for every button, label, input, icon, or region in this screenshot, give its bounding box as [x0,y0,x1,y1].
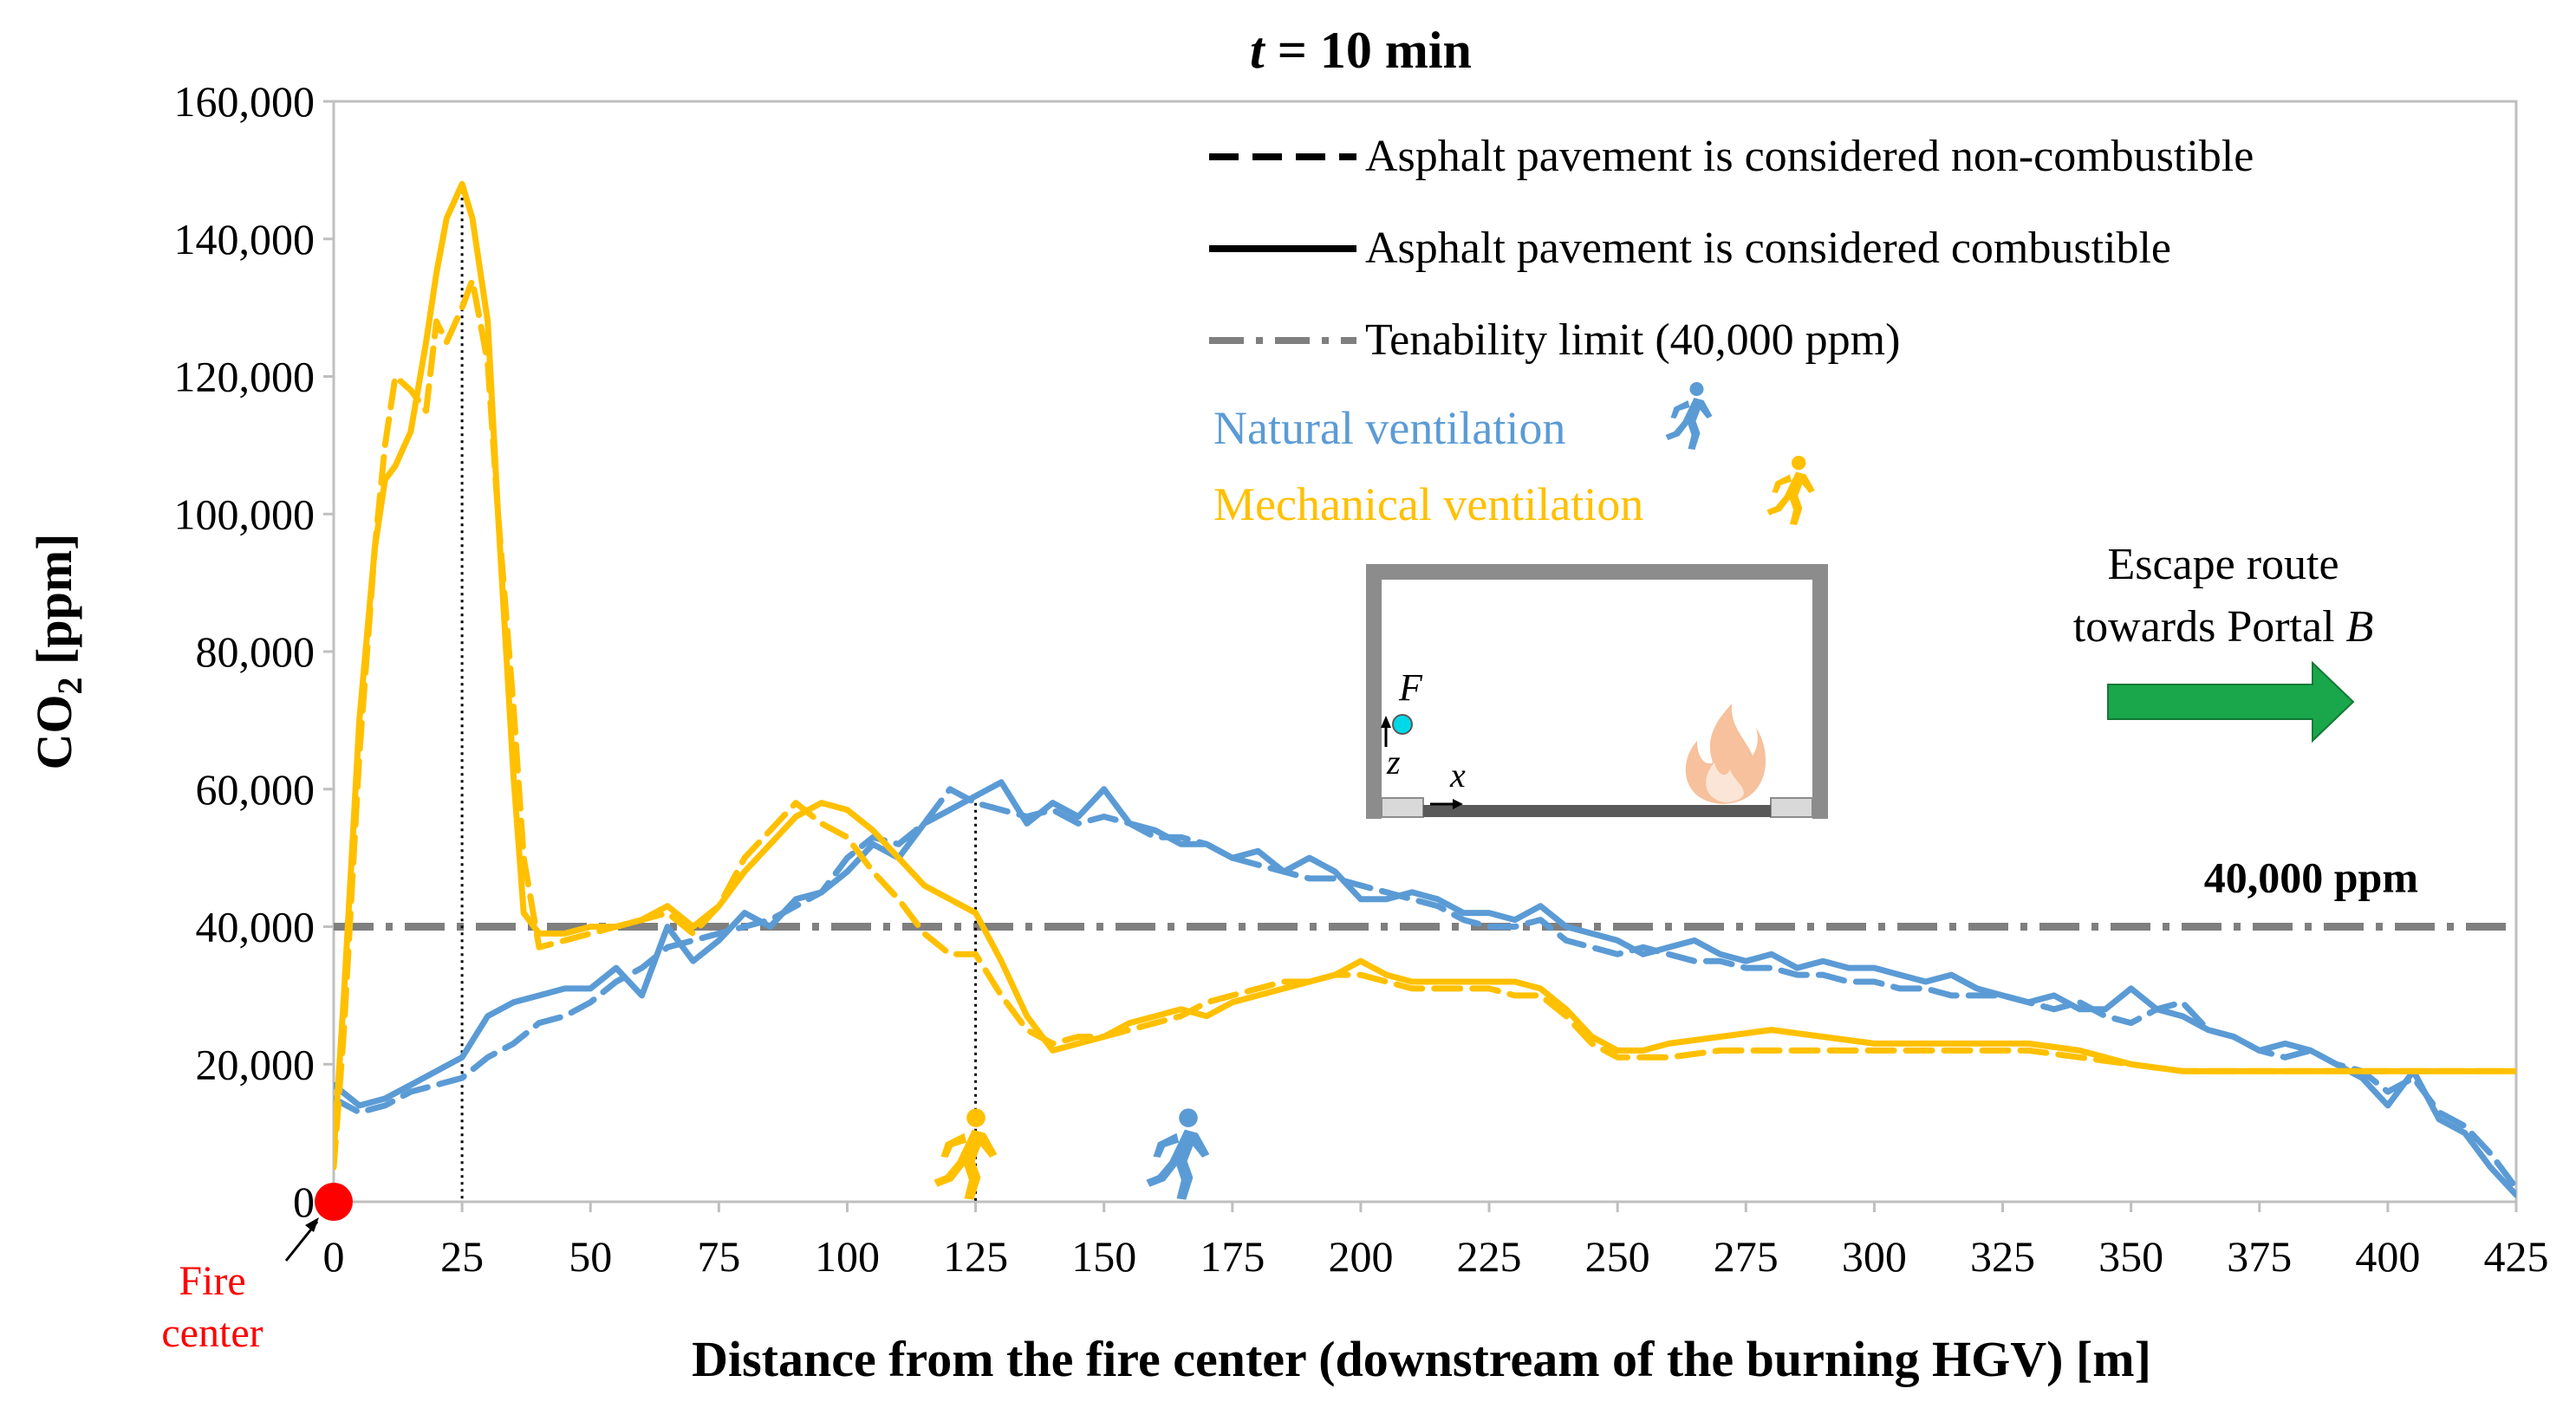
x-tick-label: 100 [815,1232,880,1281]
measurement-point-marker [1392,714,1413,735]
z-axis-arrow-head [1381,716,1391,728]
fire-center-marker: Fire center [161,1183,353,1356]
x-tick-label: 150 [1071,1232,1136,1281]
legend-mechanical-label: Mechanical ventilation [1213,478,1643,530]
y-tick-label: 80,000 [196,627,315,676]
fire-center-pointer-head [305,1217,319,1232]
x-tick-label: 200 [1328,1232,1393,1281]
z-axis-label: z [1386,743,1401,782]
x-tick-label: 275 [1714,1232,1779,1281]
y-axis-tick-labels: 0 20,000 40,000 60,000 80,000 100,000 120,000 1… [174,77,315,1226]
chart-title: t = 10 min [1250,22,1472,79]
x-tick-label: 425 [2484,1232,2549,1281]
tenability-label: 40,000 ppm [2204,853,2418,902]
x-tick-label: 300 [1842,1232,1907,1281]
y-tick-label: 100,000 [174,490,315,538]
y-tick-label: 20,000 [196,1040,315,1088]
fire-center-label-line1: Fire [179,1258,245,1304]
data-series [334,180,2516,1198]
y-tick-label: 140,000 [174,215,315,263]
x-tick-label: 325 [1970,1232,2035,1281]
x-axis-inset-label: x [1449,756,1466,795]
x-tick-label: 250 [1585,1232,1650,1281]
tunnel-road [1423,805,1771,817]
x-axis-arrow-head [1453,799,1463,809]
legend-solid-label: Asphalt pavement is considered combustib… [1365,224,2171,273]
x-tick-label: 125 [943,1232,1008,1281]
x-axis-title: Distance from the fire center (downstrea… [692,1331,2151,1387]
y-axis-title: CO2 [ppm] [26,534,89,770]
mechanical-person-icon [933,1108,998,1200]
legend-tenability-label: Tenability limit (40,000 ppm) [1365,315,1900,365]
right-arrow-icon [2107,660,2355,743]
series-natural-dashed [334,786,2516,1191]
x-tick-label: 400 [2355,1232,2420,1281]
plot-area: 0 20,000 40,000 60,000 80,000 100,000 120,000 1… [174,77,2549,1281]
series-natural-solid [334,779,2516,1198]
fire-center-label-line2: center [161,1310,263,1356]
legend: Asphalt pavement is considered non-combu… [1209,132,2254,530]
series-mechanical-dashed [334,276,2516,1171]
natural-person-icon [1146,1108,1210,1200]
x-tick-label: 175 [1200,1232,1265,1281]
x-tick-label: 350 [2098,1232,2163,1281]
legend-natural-label: Natural ventilation [1213,402,1565,454]
y-tick-label: 120,000 [174,353,315,401]
y-tick-label: 60,000 [196,765,315,814]
escape-route-line1: Escape route [2107,540,2339,589]
tunnel-outline [1366,564,1828,819]
x-tick-label: 25 [440,1232,484,1281]
tunnel-walkway-right [1770,797,1813,818]
y-axis-ticks [323,100,334,1204]
x-axis-tick-labels: 0 25 50 75 100 125 150 175 200 225 250 275 300 325 350… [323,1232,2549,1281]
escape-route: Escape route towards Portal B [2073,540,2374,743]
fire-center-dot [315,1183,353,1221]
measurement-point-label: F [1398,666,1423,709]
tunnel-inset: F z x [1365,563,1829,819]
x-tick-label: 375 [2227,1232,2292,1281]
reference-lines [460,184,978,1202]
x-axis-ticks [332,1202,2518,1212]
flame-icon [1685,704,1766,804]
tunnel-walkway-left [1381,797,1424,818]
x-tick-label: 75 [697,1232,740,1281]
legend-natural-person-icon [1665,382,1713,450]
x-tick-label: 225 [1457,1232,1522,1281]
y-tick-label: 0 [293,1178,315,1226]
legend-dashed-label: Asphalt pavement is considered non-combu… [1365,132,2254,181]
x-tick-label: 50 [569,1232,612,1281]
y-tick-label: 40,000 [196,903,315,951]
legend-mechanical-person-icon [1766,456,1815,525]
escape-route-line2: towards Portal B [2073,602,2374,652]
y-tick-label: 160,000 [174,77,315,126]
x-tick-label: 0 [323,1232,345,1281]
